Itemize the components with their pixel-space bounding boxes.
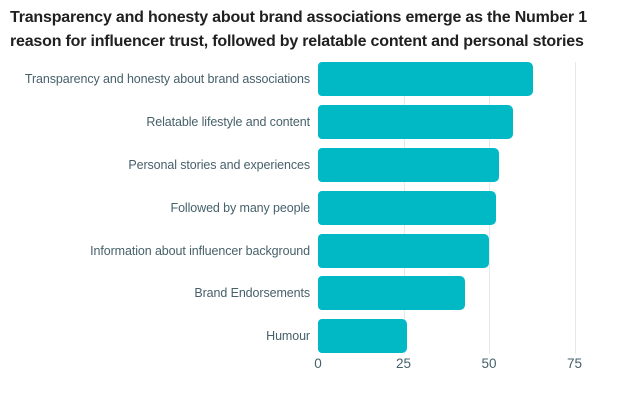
category-label: Relatable lifestyle and content bbox=[146, 115, 310, 130]
bar-track bbox=[318, 190, 624, 225]
bar-row: Followed by many people bbox=[0, 186, 624, 229]
bar bbox=[318, 62, 534, 97]
bar bbox=[318, 105, 513, 140]
x-tick-label: 0 bbox=[314, 356, 322, 371]
bar-track bbox=[318, 147, 624, 182]
x-tick-label: 25 bbox=[395, 356, 412, 371]
bar bbox=[318, 233, 489, 268]
bar-track bbox=[318, 233, 624, 268]
bar-track bbox=[318, 62, 624, 97]
category-label: Information about influencer background bbox=[90, 243, 310, 258]
bar bbox=[318, 276, 466, 311]
bar bbox=[318, 319, 407, 354]
bar-rows: Transparency and honesty about brand ass… bbox=[0, 58, 624, 358]
x-tick-label: 50 bbox=[481, 356, 497, 371]
bar-row: Brand Endorsements bbox=[0, 272, 624, 315]
gridline-75 bbox=[574, 62, 576, 354]
chart-title-line1: Transparency and honesty about brand ass… bbox=[10, 9, 587, 26]
category-label: Followed by many people bbox=[170, 200, 311, 215]
category-label: Personal stories and experiences bbox=[128, 157, 310, 172]
chart-title-line2: reason for influencer trust, followed by… bbox=[10, 33, 584, 50]
bar-row: Personal stories and experiences bbox=[0, 144, 624, 187]
bar-row: Transparency and honesty about brand ass… bbox=[0, 58, 624, 101]
category-label: Humour bbox=[266, 329, 310, 344]
x-tick-label: 75 bbox=[566, 356, 583, 371]
bar-track bbox=[318, 105, 624, 140]
bar-row: Relatable lifestyle and content bbox=[0, 101, 624, 144]
bar bbox=[318, 147, 500, 182]
bar-track bbox=[318, 276, 624, 311]
category-label: Transparency and honesty about brand ass… bbox=[24, 72, 310, 87]
bar bbox=[318, 190, 496, 225]
category-label: Brand Endorsements bbox=[194, 286, 310, 301]
bar-track bbox=[318, 319, 624, 354]
bar-row: Information about influencer background bbox=[0, 229, 624, 272]
bar-row: Humour bbox=[0, 315, 624, 358]
chart-title: Transparency and honesty about brand ass… bbox=[10, 6, 618, 54]
